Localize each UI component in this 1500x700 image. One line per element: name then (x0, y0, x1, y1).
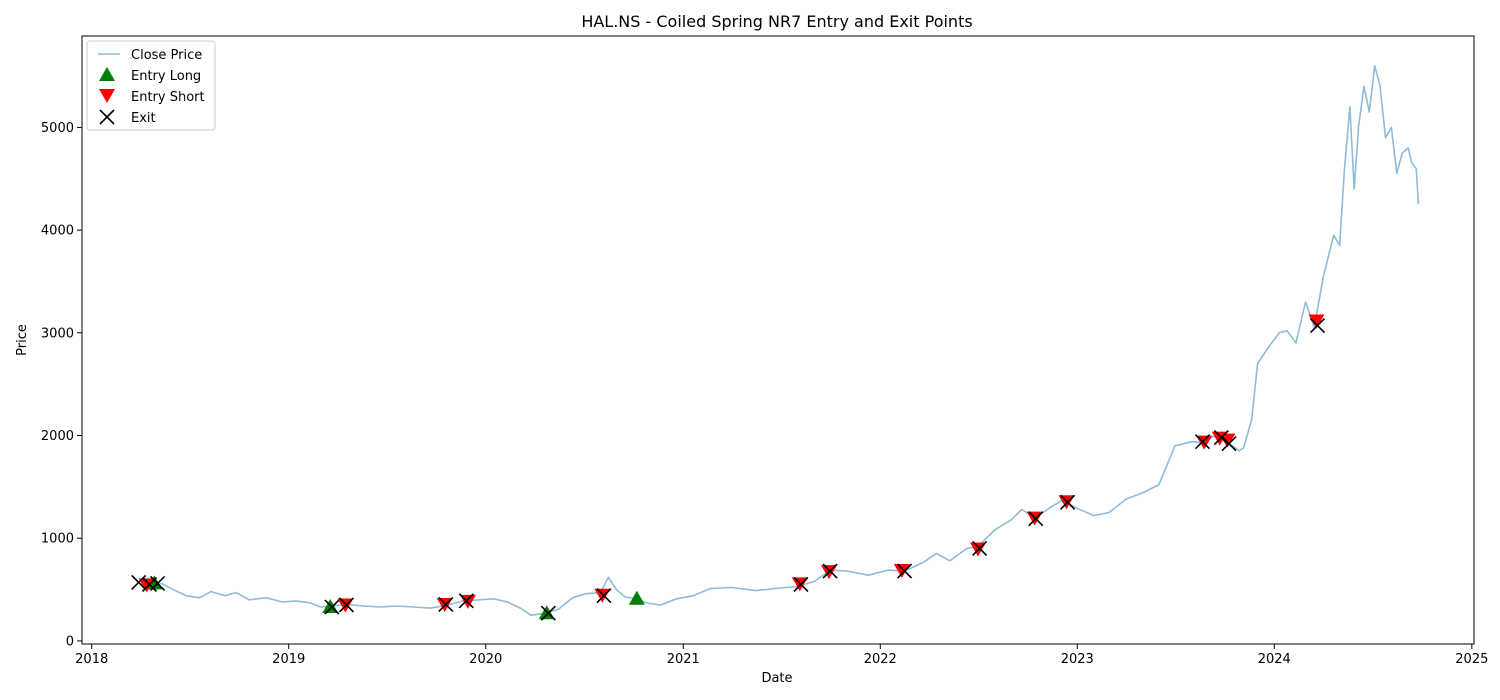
legend-entry-short-label: Entry Short (131, 90, 205, 105)
y-tick-label: 1000 (41, 532, 74, 547)
exit-marker (897, 563, 913, 579)
x-tick-label: 2024 (1258, 652, 1291, 667)
exit-marker (1028, 511, 1044, 527)
entry-long-marker (628, 590, 645, 605)
exit-marker (540, 605, 556, 621)
x-tick-label: 2022 (864, 652, 897, 667)
entry-short-marker (893, 564, 910, 579)
entry-short-marker (1308, 314, 1325, 329)
legend-exit-label: Exit (131, 111, 156, 126)
x-axis-label: Date (761, 671, 792, 686)
exit-marker (1213, 430, 1229, 446)
exit-marker (596, 588, 612, 604)
entry-short-marker (138, 578, 155, 593)
legend-close-label: Close Price (131, 48, 202, 63)
exit-marker (822, 563, 838, 579)
y-tick-label: 4000 (41, 224, 74, 239)
legend-entry-long-marker (99, 67, 115, 81)
legend: Close Price Entry Long Entry Short Exit (86, 40, 216, 131)
y-tick-label: 3000 (41, 326, 74, 341)
plot-frame (81, 35, 1475, 645)
y-tick-label: 2000 (41, 429, 74, 444)
exit-marker (1060, 494, 1076, 510)
y-tick-label: 0 (66, 634, 74, 649)
exit-marker (438, 596, 454, 613)
exit-marker (1221, 436, 1237, 452)
x-tick-label: 2019 (272, 652, 305, 667)
legend-box (86, 40, 216, 131)
chart-title: HAL.NS - Coiled Spring NR7 Entry and Exi… (581, 12, 972, 31)
exit-marker (458, 593, 474, 609)
entry-short-marker (594, 588, 611, 603)
legend-exit-marker (99, 109, 115, 125)
plot-area (131, 65, 1420, 621)
exit-marker (324, 599, 340, 615)
y-tick-label: 5000 (41, 121, 74, 136)
x-tick-label: 2020 (469, 652, 502, 667)
exit-marker (793, 576, 809, 592)
x-tick-label: 2025 (1455, 652, 1488, 667)
exit-marker (338, 597, 355, 613)
axis-ticks: 2018 2019 2020 2021 2022 2023 2024 2025 0 1000 200… (41, 121, 1488, 667)
x-tick-label: 2018 (75, 652, 108, 667)
exit-marker (972, 540, 988, 557)
y-axis-label: Price (15, 324, 30, 356)
x-tick-label: 2021 (667, 652, 700, 667)
legend-entry-short-marker (99, 89, 115, 103)
exit-marker (149, 575, 166, 591)
legend-entry-long-label: Entry Long (131, 69, 201, 84)
x-tick-label: 2023 (1061, 652, 1094, 667)
exit-marker (1309, 318, 1326, 334)
exit-marker (1194, 434, 1211, 450)
